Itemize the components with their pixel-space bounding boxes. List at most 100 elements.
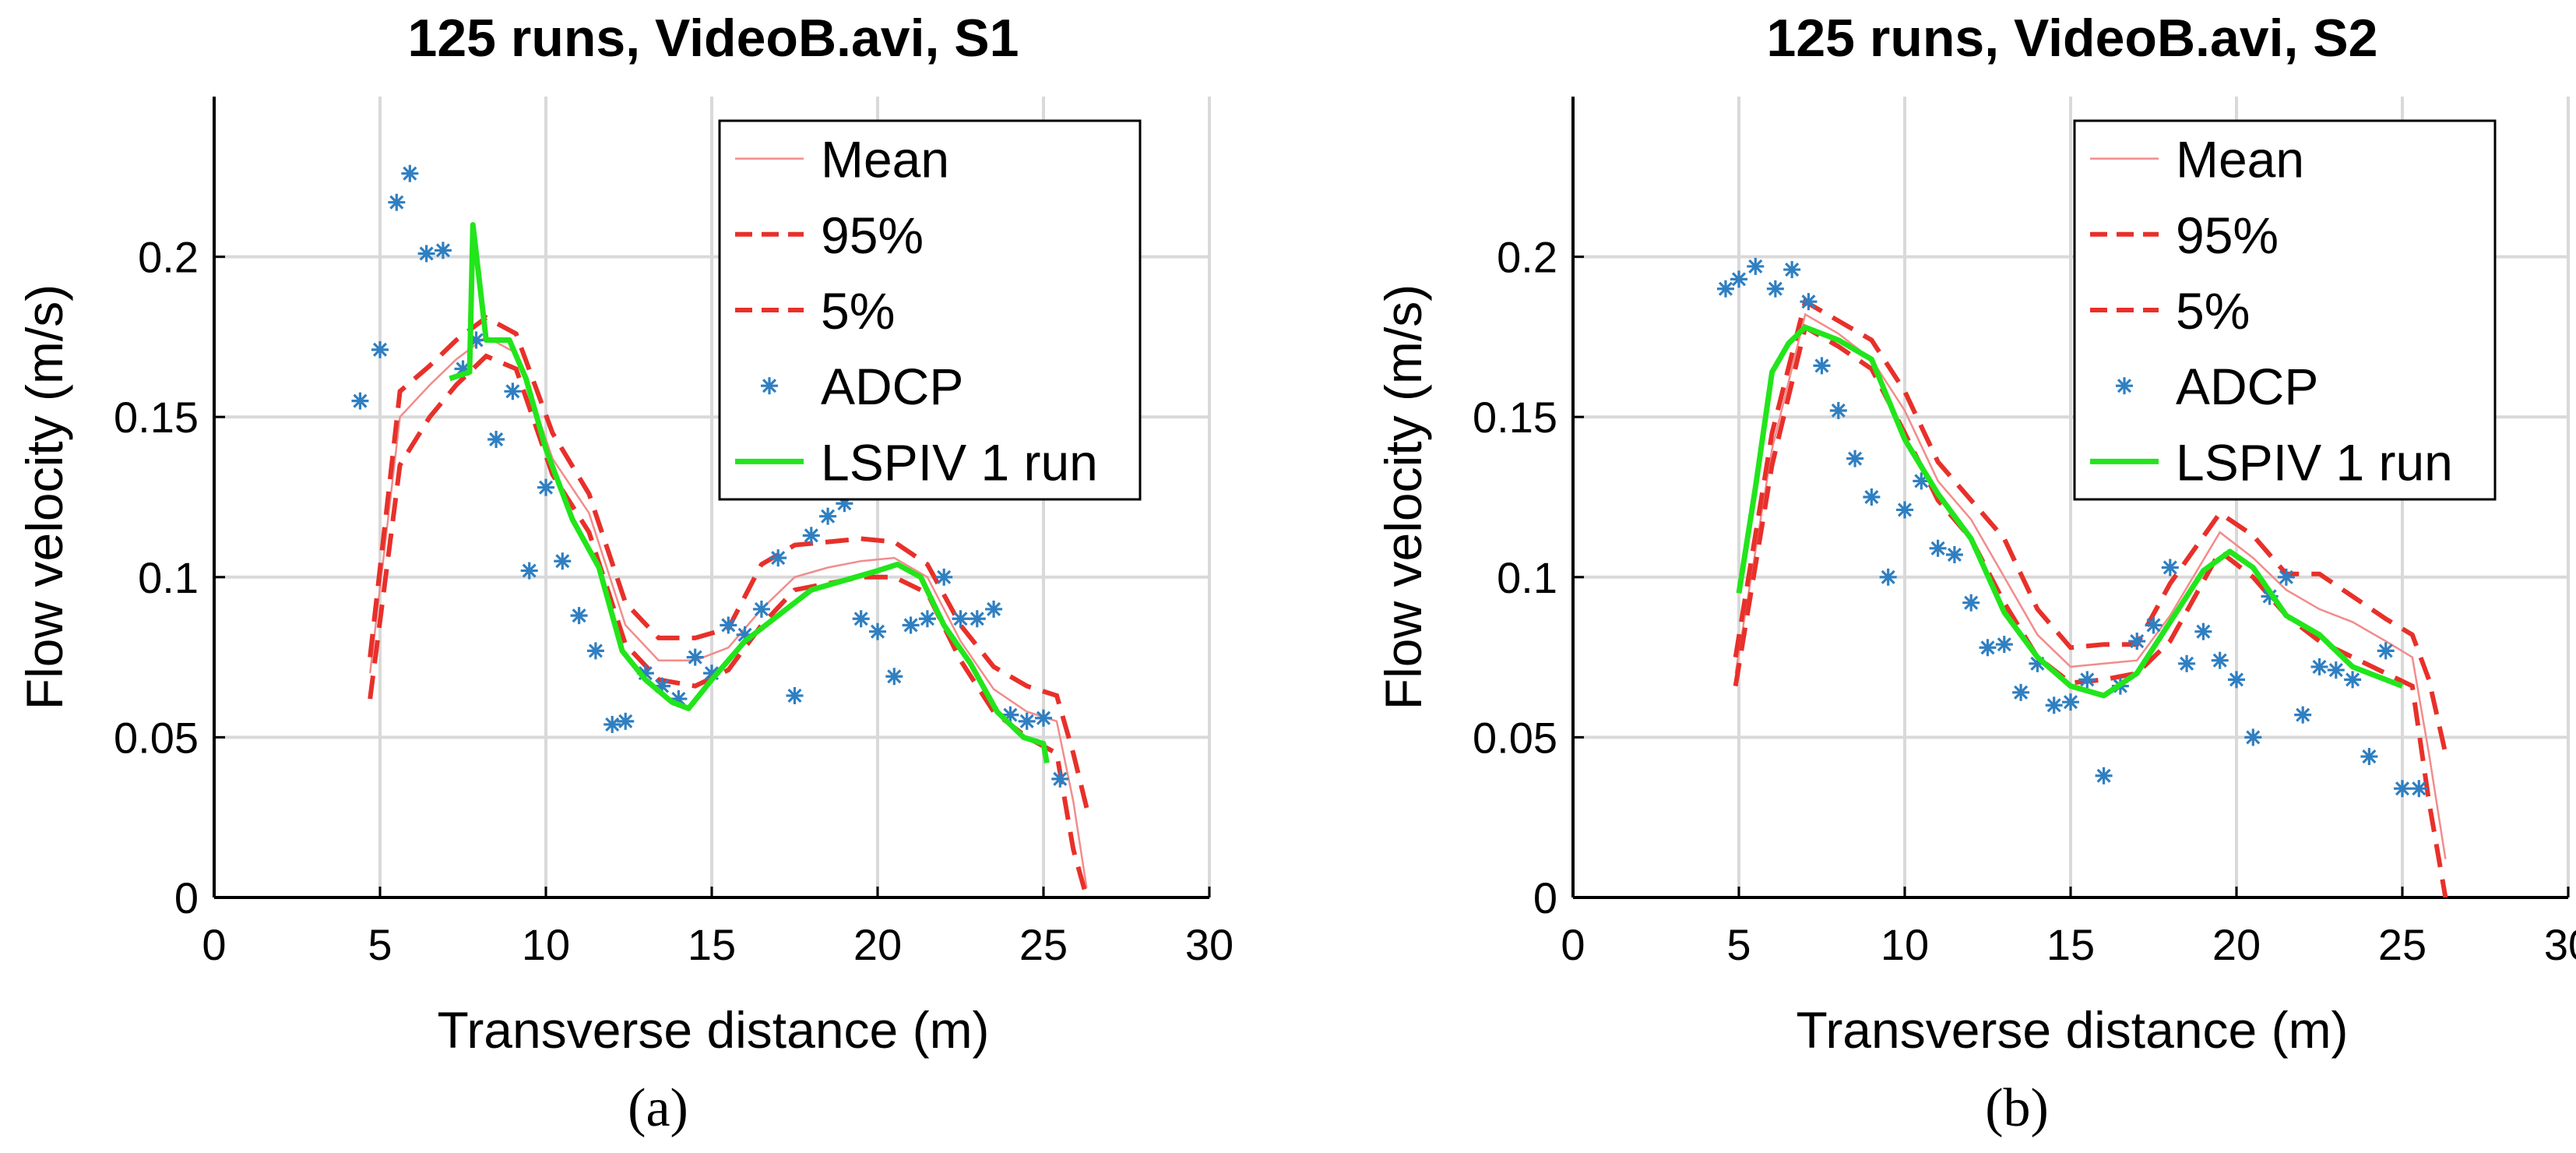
adcp-point xyxy=(604,715,621,733)
adcp-point xyxy=(570,607,588,625)
adcp-point xyxy=(1800,293,1818,311)
adcp-marker-stroke xyxy=(1748,259,1763,273)
adcp-point xyxy=(1995,636,2013,654)
x-axis-label: Transverse distance (m) xyxy=(1796,1001,2348,1059)
adcp-point xyxy=(2360,748,2378,766)
chart-title: 125 runs, VideoB.avi, S2 xyxy=(1767,9,2378,68)
adcp-marker-stroke xyxy=(555,554,570,569)
adcp-marker-stroke xyxy=(1814,358,1829,373)
adcp-point xyxy=(401,164,419,182)
adcp-marker-stroke xyxy=(372,342,388,357)
adcp-marker-stroke xyxy=(1731,272,1747,287)
adcp-marker-stroke xyxy=(787,688,802,703)
y-axis-label: Flow velocity (m/s) xyxy=(16,284,73,710)
adcp-marker-stroke xyxy=(903,618,918,633)
adcp-marker-stroke xyxy=(2328,662,2343,678)
legend-label: LSPIV 1 run xyxy=(2176,433,2453,491)
adcp-marker-stroke xyxy=(489,432,504,447)
adcp-point xyxy=(1979,639,1997,657)
adcp-point xyxy=(1945,546,1963,564)
x-tick-label: 0 xyxy=(202,920,226,969)
adcp-marker-stroke xyxy=(2312,659,2327,674)
adcp-point xyxy=(1896,501,1913,519)
adcp-point xyxy=(487,430,505,448)
adcp-point xyxy=(537,478,554,496)
adcp-point xyxy=(2045,696,2063,714)
adcp-point xyxy=(935,568,953,586)
adcp-point xyxy=(1766,280,1784,298)
adcp-point xyxy=(2194,622,2212,640)
legend-label: ADCP xyxy=(821,358,963,415)
adcp-point xyxy=(2277,568,2295,586)
adcp-marker-stroke xyxy=(2296,707,2310,722)
adcp-point xyxy=(1929,539,1947,557)
adcp-point xyxy=(1716,280,1734,298)
adcp-point xyxy=(885,668,903,686)
legend-label: LSPIV 1 run xyxy=(821,433,1098,491)
x-tick-label: 15 xyxy=(688,920,736,969)
adcp-point xyxy=(1051,770,1069,788)
legend-label: ADCP xyxy=(2176,358,2318,415)
adcp-point xyxy=(2410,780,2428,798)
adcp-marker-stroke xyxy=(389,195,404,210)
adcp-marker-stroke xyxy=(2180,656,2194,671)
x-axis-label: Transverse distance (m) xyxy=(437,1001,989,1059)
legend-label: Mean xyxy=(821,131,949,189)
adcp-marker-stroke xyxy=(1831,403,1846,418)
adcp-point xyxy=(2228,671,2245,689)
adcp-marker-stroke xyxy=(2246,730,2261,745)
adcp-point xyxy=(434,242,452,259)
adcp-marker-stroke xyxy=(2163,560,2177,575)
series-line-5- xyxy=(1733,323,2448,897)
adcp-point xyxy=(2078,671,2096,689)
adcp-marker-stroke xyxy=(821,509,836,524)
adcp-marker-stroke xyxy=(435,243,450,258)
adcp-point xyxy=(1846,450,1864,467)
x-tick-label: 25 xyxy=(1019,920,1068,969)
legend-sample-adcp xyxy=(761,377,778,395)
adcp-point xyxy=(417,245,435,263)
adcp-point xyxy=(554,552,572,570)
adcp-marker-stroke xyxy=(1801,294,1816,309)
adcp-point xyxy=(617,712,635,730)
adcp-marker-stroke xyxy=(1997,637,2011,652)
adcp-marker-stroke xyxy=(403,166,417,181)
adcp-marker-stroke xyxy=(1897,502,1913,517)
adcp-point xyxy=(388,193,406,211)
adcp-marker-stroke xyxy=(2378,643,2393,658)
adcp-marker-stroke xyxy=(1036,710,1051,725)
adcp-point xyxy=(968,610,986,628)
adcp-marker-stroke xyxy=(2362,749,2377,764)
legend: Mean 95% 5% ADCP LSPIV 1 run xyxy=(2073,119,2497,501)
adcp-point xyxy=(802,527,820,545)
adcp-marker-stroke xyxy=(538,480,554,495)
adcp-marker-stroke xyxy=(688,650,702,665)
adcp-marker-stroke xyxy=(2395,781,2410,796)
adcp-point xyxy=(2310,658,2328,675)
adcp-marker-stroke xyxy=(1980,640,1995,655)
y-tick-label: 0.05 xyxy=(114,713,199,762)
adcp-point xyxy=(752,600,770,618)
adcp-point xyxy=(1962,594,1980,612)
chart-title: 125 runs, VideoB.avi, S1 xyxy=(408,9,1019,68)
panel-caption: (b) xyxy=(1985,1078,2049,1138)
x-tick-label: 5 xyxy=(1726,920,1751,969)
x-tick-label: 0 xyxy=(1561,920,1585,969)
adcp-marker-stroke xyxy=(2262,589,2277,604)
y-tick-label: 0.2 xyxy=(138,233,199,282)
x-tick-label: 5 xyxy=(368,920,392,969)
x-tick-label: 20 xyxy=(853,920,902,969)
chart-panel-a: 0 5 10 15 20 25 30 0 0.05 0.1 0.15 0.2 Mean 95% 5% ADCP… xyxy=(16,9,1233,1138)
plot-area xyxy=(351,164,1089,897)
adcp-marker-stroke xyxy=(2412,781,2426,796)
adcp-marker-stroke xyxy=(804,528,818,543)
adcp-point xyxy=(2178,654,2196,672)
adcp-marker-stroke xyxy=(887,669,902,684)
adcp-point xyxy=(902,616,920,634)
adcp-point xyxy=(852,610,870,628)
x-tick-label: 10 xyxy=(522,920,570,969)
adcp-marker-stroke xyxy=(419,246,434,261)
adcp-marker-stroke xyxy=(870,624,885,639)
adcp-marker-stroke xyxy=(2229,672,2244,687)
adcp-marker-stroke xyxy=(2063,695,2078,710)
